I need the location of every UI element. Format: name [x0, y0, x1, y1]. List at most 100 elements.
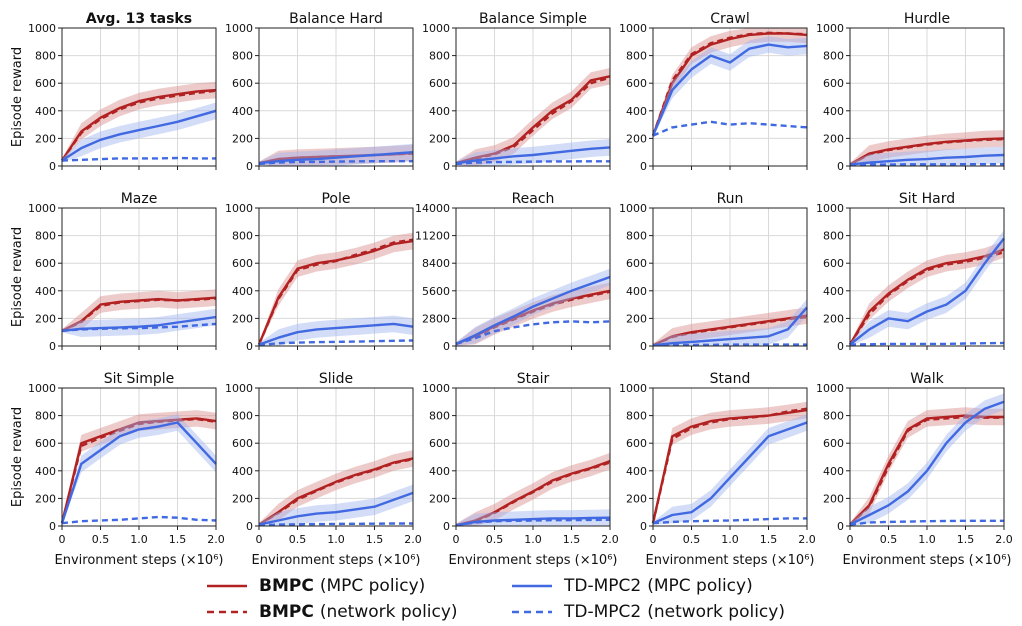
y-tick-label: 200	[429, 492, 450, 505]
subplot-title: Crawl	[710, 11, 749, 27]
subplot-title: Stand	[710, 371, 751, 387]
series-line	[455, 275, 611, 346]
x-tick-label: 1.0	[918, 533, 936, 546]
subplot-title: Stair	[517, 371, 550, 387]
y-tick-label: 600	[35, 437, 56, 450]
y-tick-label: 800	[626, 410, 647, 423]
series-line	[60, 417, 217, 524]
y-tick-label: 400	[823, 285, 844, 298]
y-tick-label: 1000	[422, 22, 450, 35]
series-line	[61, 515, 217, 525]
legend-item: BMPC (network policy)	[205, 602, 458, 622]
y-tick-label: 600	[35, 77, 56, 90]
y-tick-label: 400	[626, 285, 647, 298]
y-tick-label: 1000	[422, 382, 450, 395]
x-tick-label: 0.5	[92, 533, 110, 546]
series-line	[455, 320, 611, 346]
series-line	[61, 322, 217, 332]
series-line	[652, 421, 808, 525]
y-tick-label: 800	[823, 410, 844, 423]
series-line	[60, 421, 217, 524]
series-line	[61, 156, 216, 162]
subplot-title: Avg. 13 tasks	[86, 11, 192, 27]
y-tick-label: 200	[35, 312, 56, 325]
y-tick-label: 200	[626, 312, 647, 325]
series-line	[258, 522, 413, 527]
x-tick-label: 2.0	[404, 533, 422, 546]
x-tick-label: 1.5	[957, 533, 975, 546]
series-line	[258, 322, 414, 346]
y-tick-label: 0	[443, 160, 450, 173]
y-tick-label: 1000	[816, 202, 844, 215]
y-tick-label: 1000	[619, 202, 647, 215]
series-line	[849, 415, 1004, 526]
y-tick-label: 600	[626, 257, 647, 270]
y-tick-label: 0	[837, 340, 844, 353]
x-tick-label: 1.5	[760, 533, 778, 546]
series-line	[258, 151, 414, 165]
y-tick-label: 0	[246, 160, 253, 173]
y-tick-label: 2800	[422, 312, 450, 325]
series-line	[651, 408, 808, 524]
y-tick-label: 200	[429, 132, 450, 145]
x-tick-label: 0	[453, 533, 460, 546]
series-line	[258, 491, 414, 526]
legend-swatch-solid	[207, 584, 247, 588]
subplot-title: Maze	[121, 191, 158, 207]
y-tick-label: 1000	[28, 202, 56, 215]
x-tick-label: 2.0	[995, 533, 1013, 546]
series-line	[61, 89, 217, 162]
y-tick-label: 1000	[619, 22, 647, 35]
subplot-title: Reach	[512, 191, 555, 207]
y-axis-label: Episode reward	[10, 407, 25, 507]
series-line	[652, 343, 807, 347]
x-tick-label: 0.5	[880, 533, 898, 546]
y-tick-label: 1000	[28, 382, 56, 395]
confidence-band	[62, 414, 216, 525]
y-tick-label: 400	[232, 285, 253, 298]
subplot-title: Balance Simple	[479, 11, 587, 27]
y-tick-label: 400	[35, 105, 56, 118]
series-line	[652, 315, 808, 347]
legend-method: TD-MPC2	[564, 602, 642, 622]
x-axis-label: Environment steps (×10⁶)	[843, 553, 1012, 568]
y-tick-label: 200	[232, 312, 253, 325]
legend-item: BMPC (MPC policy)	[205, 576, 425, 596]
series-line	[849, 137, 1005, 166]
y-tick-label: 600	[429, 77, 450, 90]
series-line	[455, 461, 611, 527]
figure-canvas: 0 200 400 600 800 1000 Avg. 13 tasks Episode re…	[10, 11, 1013, 568]
y-tick-label: 400	[823, 465, 844, 478]
confidence-band	[653, 414, 807, 525]
legend-swatch-dashed	[512, 610, 552, 614]
legend-policy: (network policy)	[647, 602, 785, 622]
confidence-band	[259, 232, 413, 346]
y-tick-label: 200	[823, 312, 844, 325]
x-tick-label: 0.5	[486, 533, 504, 546]
series-line	[848, 248, 1005, 346]
y-tick-label: 1000	[816, 22, 844, 35]
x-tick-label: 1.5	[169, 533, 187, 546]
x-tick-label: 2.0	[207, 533, 225, 546]
y-tick-label: 200	[35, 492, 56, 505]
series-line	[652, 306, 808, 347]
legend-method: BMPC	[259, 602, 314, 622]
legend-policy: (network policy)	[319, 602, 458, 622]
y-tick-label: 800	[429, 50, 450, 63]
subplot-title: Slide	[319, 371, 353, 387]
y-tick-label: 800	[232, 230, 253, 243]
y-axis-label: Episode reward	[10, 227, 25, 327]
y-tick-label: 8400	[422, 257, 450, 270]
series-line	[61, 297, 217, 332]
confidence-band	[456, 452, 610, 526]
subplot-title: Hurdle	[904, 11, 950, 27]
y-tick-label: 600	[626, 77, 647, 90]
y-tick-label: 800	[626, 50, 647, 63]
series-line	[849, 163, 1004, 167]
series-line	[455, 75, 611, 165]
y-tick-label: 600	[429, 437, 450, 450]
y-tick-label: 0	[49, 520, 56, 533]
y-tick-label: 200	[232, 132, 253, 145]
y-tick-label: 400	[232, 105, 253, 118]
legend-swatch-dashed	[207, 610, 247, 614]
